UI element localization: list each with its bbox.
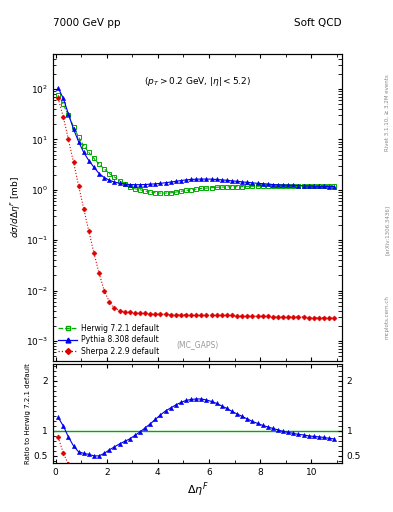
Text: Rivet 3.1.10, ≥ 3.2M events: Rivet 3.1.10, ≥ 3.2M events [385,74,389,151]
Text: mcplots.cern.ch: mcplots.cern.ch [385,295,389,339]
Y-axis label: Ratio to Herwig 7.2.1 default: Ratio to Herwig 7.2.1 default [25,363,31,464]
Text: 7000 GeV pp: 7000 GeV pp [53,18,121,28]
Y-axis label: $d\sigma/d\Delta\eta^F$ [mb]: $d\sigma/d\Delta\eta^F$ [mb] [9,177,23,238]
X-axis label: $\Delta\eta^F$: $\Delta\eta^F$ [187,480,208,499]
Text: (MC_GAPS): (MC_GAPS) [176,339,219,349]
Text: Soft QCD: Soft QCD [294,18,342,28]
Text: $(p_T > 0.2$ GeV, $|\eta| < 5.2)$: $(p_T > 0.2$ GeV, $|\eta| < 5.2)$ [144,75,251,88]
Legend: Herwig 7.2.1 default, Pythia 8.308 default, Sherpa 2.2.9 default: Herwig 7.2.1 default, Pythia 8.308 defau… [57,323,160,357]
Text: [arXiv:1306.3436]: [arXiv:1306.3436] [385,205,389,255]
